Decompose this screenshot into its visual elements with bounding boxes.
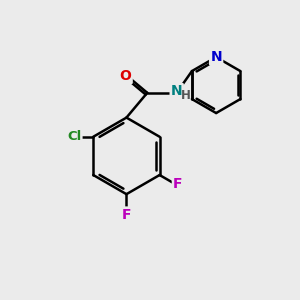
- Text: F: F: [173, 177, 183, 191]
- Text: N: N: [171, 84, 182, 98]
- Text: Cl: Cl: [67, 130, 81, 143]
- Text: O: O: [120, 69, 131, 83]
- Text: H: H: [181, 89, 191, 102]
- Text: N: N: [210, 50, 222, 64]
- Text: F: F: [122, 208, 131, 222]
